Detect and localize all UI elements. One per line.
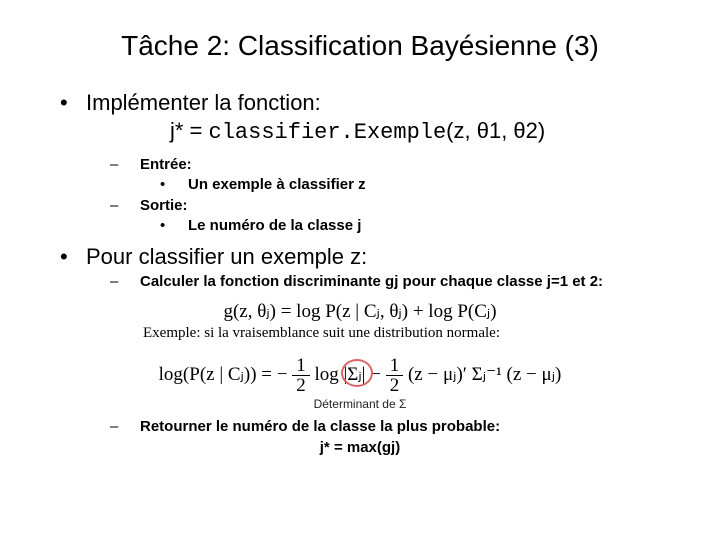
- eq-frac1-den: 2: [292, 375, 310, 395]
- sortie-item-text: Le numéro de la classe j: [188, 217, 361, 234]
- eq-paren: (z − μⱼ)′ Σⱼ⁻¹ (z − μⱼ): [408, 364, 561, 385]
- equation-g: g(z, θⱼ) = log P(z | Cⱼ, θⱼ) + log P(Cⱼ): [50, 300, 670, 323]
- eq-minus1: −: [277, 364, 288, 385]
- equation-log: log(P(z | Cⱼ)) = − 1 2 log |Σⱼ| − 1 2 (z…: [50, 350, 670, 395]
- entree-item-text: Un exemple à classifier z: [188, 176, 366, 193]
- bullet-classify: •Pour classifier un exemple z:: [60, 244, 670, 270]
- formula-line: j* = classifier.Exemple(z, θ1, θ2): [170, 118, 670, 145]
- calculer-text: Calculer la fonction discriminante gj po…: [140, 273, 603, 290]
- eq-frac1-num: 1: [292, 356, 310, 375]
- slide-content: Tâche 2: Classification Bayésienne (3) •…: [0, 0, 720, 476]
- formula-args: (z, θ1, θ2): [446, 118, 545, 143]
- dash-icon: –: [110, 196, 140, 216]
- retourner-text: Retourner le numéro de la classe la plus…: [140, 418, 500, 435]
- eq-minus2: −: [370, 364, 385, 385]
- eq-lhs: log(P(z | Cⱼ)) =: [159, 364, 277, 385]
- entree-text: Entrée:: [140, 156, 192, 173]
- formula-prefix: j* =: [170, 118, 209, 143]
- eq-log: log: [314, 364, 338, 385]
- eq-frac1: 1 2: [292, 356, 310, 395]
- bullet-sortie-item: •Le numéro de la classe j: [160, 216, 670, 236]
- equation-g-text: g(z, θⱼ) = log P(z | Cⱼ, θⱼ) + log P(Cⱼ): [223, 301, 496, 322]
- mini-bullet-icon: •: [160, 216, 188, 236]
- eq-sigma-wrap: |Σⱼ|: [344, 363, 366, 386]
- eq-frac2-den: 2: [386, 375, 404, 395]
- dash-icon: –: [110, 417, 140, 437]
- dash-icon: –: [110, 155, 140, 175]
- final-formula: j* = max(gj): [50, 439, 670, 456]
- formula-code: classifier.Exemple: [209, 120, 447, 145]
- slide-title: Tâche 2: Classification Bayésienne (3): [50, 30, 670, 62]
- bullet-classify-text: Pour classifier un exemple z:: [86, 244, 367, 269]
- bullet-dot: •: [60, 90, 86, 116]
- sortie-text: Sortie:: [140, 197, 188, 214]
- dash-icon: –: [110, 272, 140, 292]
- bullet-sortie: –Sortie:: [110, 196, 670, 216]
- bullet-entree-item: •Un exemple à classifier z: [160, 175, 670, 195]
- equation-example-label: Exemple: si la vraisemblance suit une di…: [97, 325, 623, 342]
- eq-frac2-num: 1: [386, 356, 404, 375]
- equation-log-body: log(P(z | Cⱼ)) = − 1 2 log |Σⱼ| − 1 2 (z…: [159, 356, 562, 395]
- bullet-calculer: –Calculer la fonction discriminante gj p…: [110, 272, 670, 292]
- eq-frac2: 1 2: [386, 356, 404, 395]
- eq-sigma: |Σⱼ|: [344, 364, 366, 385]
- bullet-entree: –Entrée:: [110, 155, 670, 175]
- bullet-implement: •Implémenter la fonction:: [60, 90, 670, 116]
- bullet-dot: •: [60, 244, 86, 270]
- bullet-retourner: –Retourner le numéro de la classe la plu…: [110, 417, 670, 437]
- bullet-implement-text: Implémenter la fonction:: [86, 90, 321, 115]
- determinant-label: Déterminant de Σ: [50, 397, 670, 411]
- mini-bullet-icon: •: [160, 175, 188, 195]
